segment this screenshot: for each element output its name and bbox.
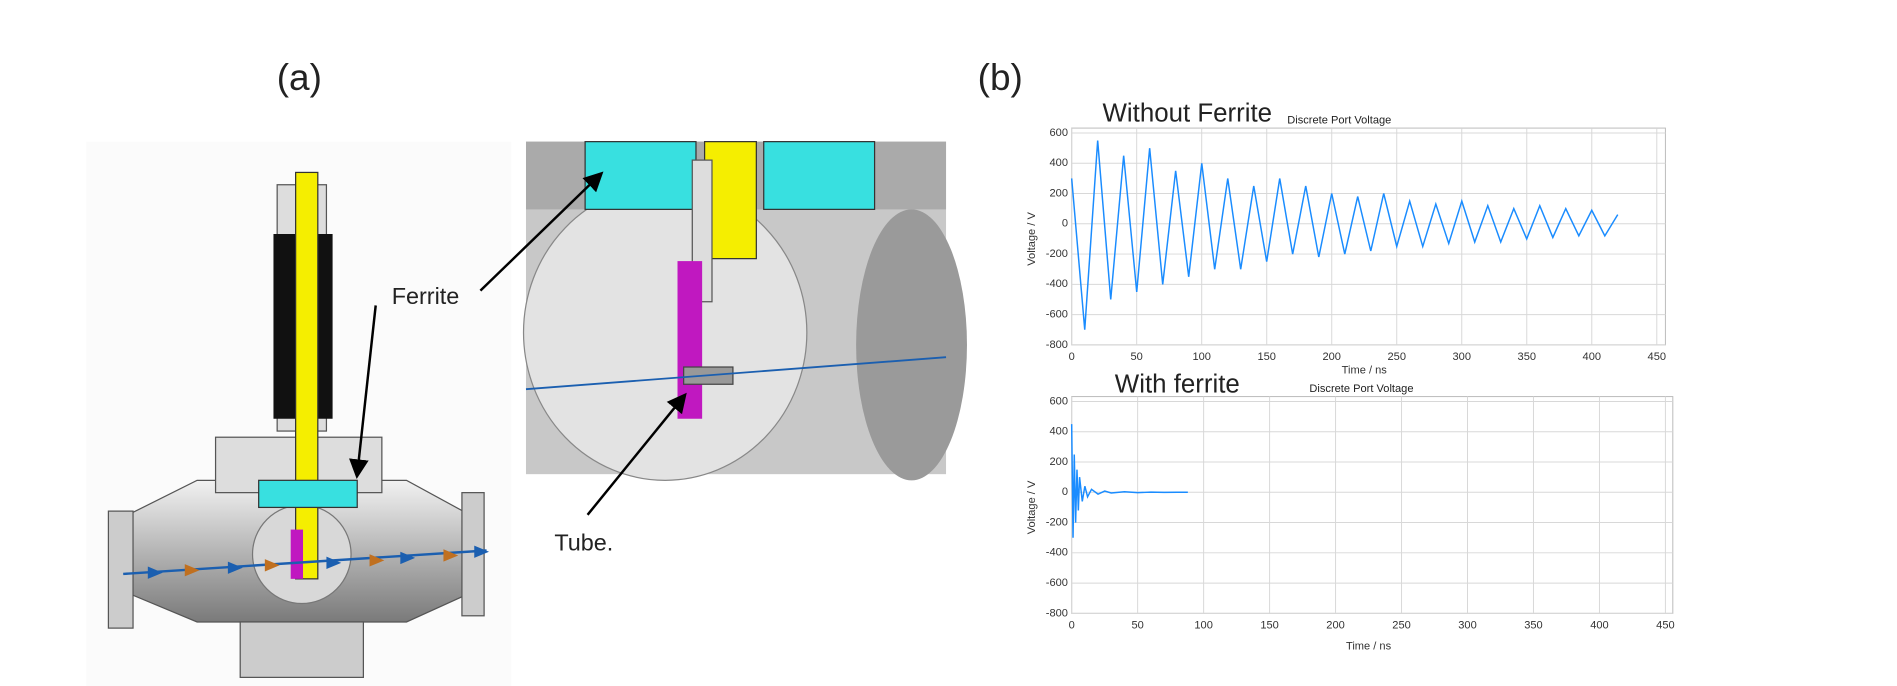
x-tick-label: 200 — [1326, 620, 1344, 632]
x-tick-label: 150 — [1257, 351, 1275, 363]
panel-label: (a) — [277, 57, 322, 98]
arrow — [479, 171, 604, 292]
overlay-title: With ferrite — [1115, 370, 1240, 398]
x-tick-label: 300 — [1453, 351, 1471, 363]
y-tick-label: -600 — [1046, 309, 1068, 321]
x-tick-label: 450 — [1656, 620, 1674, 632]
x-tick-label: 400 — [1590, 620, 1608, 632]
arrow — [349, 305, 377, 480]
x-axis-label: Time / ns — [1342, 365, 1388, 377]
plot-frame — [1071, 396, 1674, 614]
x-tick-label: 50 — [1131, 620, 1143, 632]
y-tick-label: -200 — [1046, 516, 1068, 528]
data-line — [1070, 424, 1188, 538]
x-tick-label: 0 — [1069, 620, 1075, 632]
x-tick-label: 400 — [1583, 351, 1601, 363]
x-axis-label: Time / ns — [1346, 641, 1392, 653]
data-line — [1070, 140, 1619, 330]
y-tick-label: -400 — [1046, 278, 1068, 290]
x-tick-label: 100 — [1194, 620, 1212, 632]
y-axis-label: Voltage / V — [1026, 212, 1038, 266]
y-tick-label: -800 — [1046, 607, 1068, 619]
panel-label: (b) — [978, 57, 1023, 98]
x-tick-label: 250 — [1392, 620, 1410, 632]
y-tick-label: 200 — [1050, 456, 1068, 468]
y-tick-label: 400 — [1050, 426, 1068, 438]
x-tick-label: 350 — [1524, 620, 1542, 632]
x-tick-label: 50 — [1131, 351, 1143, 363]
y-tick-label: -800 — [1046, 339, 1068, 351]
arrow — [586, 392, 687, 516]
x-tick-label: 200 — [1322, 351, 1340, 363]
y-tick-label: 200 — [1050, 187, 1068, 199]
x-tick-label: 0 — [1069, 351, 1075, 363]
y-tick-label: 600 — [1050, 127, 1068, 139]
y-tick-label: 0 — [1062, 218, 1068, 230]
y-tick-label: 0 — [1062, 486, 1068, 498]
x-tick-label: 450 — [1648, 351, 1666, 363]
x-tick-label: 250 — [1388, 351, 1406, 363]
annotation: Ferrite — [392, 283, 460, 309]
chart-title: Discrete Port Voltage — [1309, 383, 1413, 395]
valve-render — [86, 141, 512, 686]
y-tick-label: -400 — [1046, 547, 1068, 559]
y-axis-label: Voltage / V — [1026, 480, 1038, 534]
annotation: Tube. — [554, 530, 613, 556]
y-tick-label: 600 — [1050, 395, 1068, 407]
y-tick-label: -600 — [1046, 577, 1068, 589]
y-tick-label: 400 — [1050, 157, 1068, 169]
x-tick-label: 150 — [1260, 620, 1278, 632]
chart-title: Discrete Port Voltage — [1287, 115, 1391, 127]
x-tick-label: 100 — [1192, 351, 1210, 363]
plot-frame — [1071, 127, 1666, 346]
inset-render — [522, 141, 967, 481]
y-tick-label: -200 — [1046, 248, 1068, 260]
overlay-title: Without Ferrite — [1102, 99, 1272, 127]
x-tick-label: 350 — [1518, 351, 1536, 363]
x-tick-label: 300 — [1458, 620, 1476, 632]
